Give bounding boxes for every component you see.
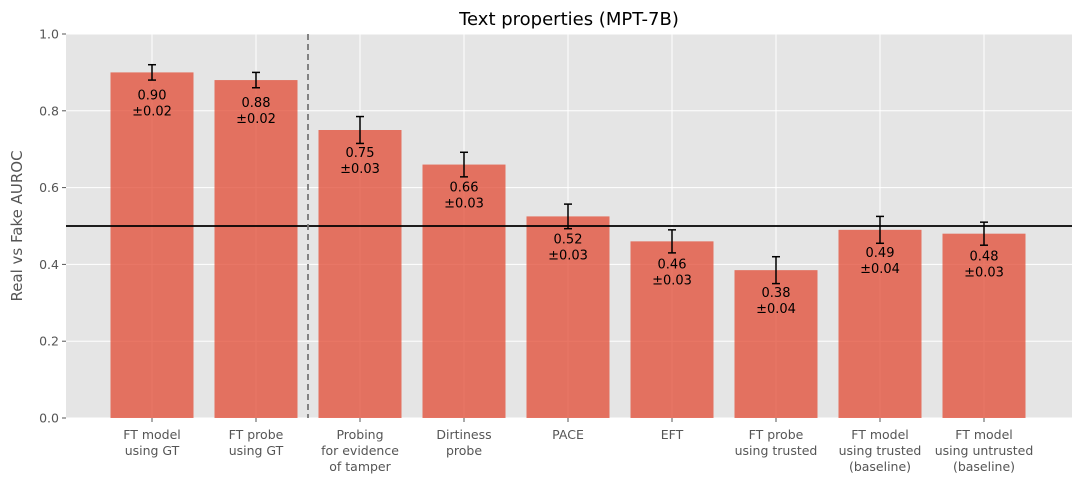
bar xyxy=(110,72,194,419)
x-tick-label: FT model xyxy=(955,427,1013,442)
data-label: ±0.04 xyxy=(756,302,796,317)
bar xyxy=(734,270,818,418)
x-tick-label: Dirtiness xyxy=(436,427,491,442)
y-tick-label: 0.0 xyxy=(39,411,59,426)
bar xyxy=(526,216,610,418)
x-tick-label: using GT xyxy=(229,443,284,458)
data-label: 0.90 xyxy=(138,88,167,103)
x-tick-label: using trusted xyxy=(839,443,922,458)
x-tick-label: of tamper xyxy=(329,459,391,474)
data-label: ±0.03 xyxy=(548,248,588,263)
data-label: ±0.03 xyxy=(964,266,1004,281)
data-label: ±0.03 xyxy=(652,273,692,288)
x-tick-label: using trusted xyxy=(735,443,818,458)
data-label: ±0.02 xyxy=(132,104,172,119)
x-tick-label: FT probe xyxy=(749,427,804,442)
x-tick-label: FT model xyxy=(123,427,181,442)
data-label: 0.88 xyxy=(242,96,271,111)
data-label: 0.75 xyxy=(346,146,375,161)
bar xyxy=(422,164,506,418)
x-tick-label: probe xyxy=(446,443,482,458)
y-tick-label: 0.8 xyxy=(39,103,59,118)
x-tick-label: for evidence xyxy=(321,443,399,458)
data-label: 0.52 xyxy=(554,232,583,247)
bar xyxy=(630,241,714,418)
data-labels: 0.90±0.020.88±0.020.75±0.030.66±0.030.52… xyxy=(132,88,1004,317)
y-tick-label: 1.0 xyxy=(39,27,59,42)
data-label: ±0.03 xyxy=(444,197,484,212)
data-label: 0.38 xyxy=(762,286,791,301)
x-tick-label: PACE xyxy=(552,427,584,442)
data-label: 0.48 xyxy=(970,250,999,265)
x-tick-label: EFT xyxy=(661,427,684,442)
bar xyxy=(214,80,298,418)
x-tick-label: using GT xyxy=(125,443,180,458)
y-tick-label: 0.6 xyxy=(39,180,59,195)
y-tick-label: 0.4 xyxy=(39,257,59,272)
chart-title: Text properties (MPT-7B) xyxy=(458,9,679,30)
data-label: 0.49 xyxy=(866,246,895,261)
x-tick-label: FT probe xyxy=(229,427,284,442)
data-label: 0.66 xyxy=(450,181,479,196)
y-axis-label: Real vs Fake AUROC xyxy=(8,150,26,301)
data-label: ±0.04 xyxy=(860,262,900,277)
bars xyxy=(110,72,1026,419)
error-bars xyxy=(148,63,988,285)
x-tick-label: Probing xyxy=(336,427,383,442)
data-label: ±0.02 xyxy=(236,112,276,127)
y-tick-label: 0.2 xyxy=(39,334,59,349)
data-label: ±0.03 xyxy=(340,162,380,177)
x-tick-label: (baseline) xyxy=(953,459,1015,474)
x-tick-label: FT model xyxy=(851,427,909,442)
data-label: 0.46 xyxy=(658,257,687,272)
x-tick-label: using untrusted xyxy=(935,443,1034,458)
x-tick-label: (baseline) xyxy=(849,459,911,474)
bar xyxy=(942,233,1026,418)
bar xyxy=(318,130,402,418)
bar xyxy=(838,229,922,418)
y-axis-ticks: 0.0 0.2 0.4 0.6 0.8 1.0 xyxy=(39,27,66,426)
